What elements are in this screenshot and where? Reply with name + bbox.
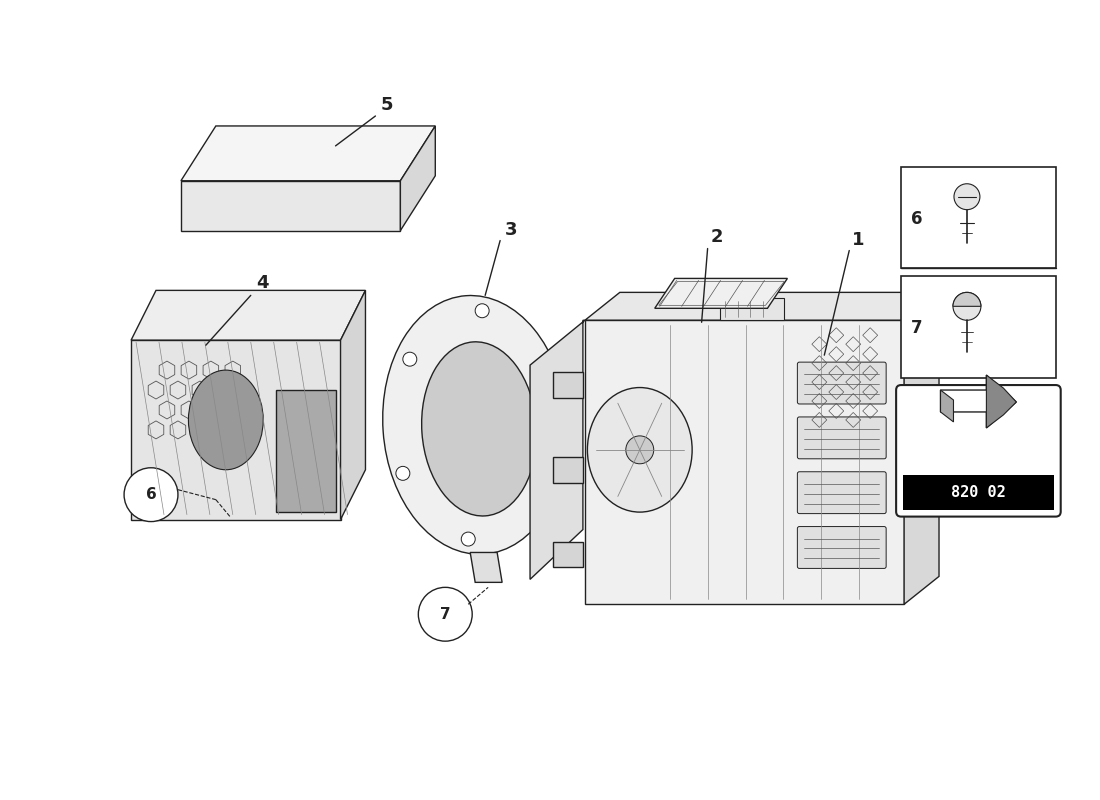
Circle shape (953, 292, 981, 320)
Text: 820 02: 820 02 (952, 485, 1005, 500)
Polygon shape (903, 474, 1054, 510)
Ellipse shape (421, 342, 537, 516)
Polygon shape (180, 181, 400, 230)
Polygon shape (654, 278, 788, 308)
Circle shape (396, 466, 410, 480)
Text: 3: 3 (505, 221, 518, 238)
FancyBboxPatch shape (798, 472, 887, 514)
Polygon shape (553, 457, 583, 482)
Circle shape (626, 436, 653, 464)
Polygon shape (904, 292, 939, 604)
Bar (719, 298, 784, 320)
Polygon shape (940, 375, 1016, 428)
Circle shape (534, 484, 548, 498)
FancyBboxPatch shape (798, 526, 887, 569)
Polygon shape (585, 292, 939, 320)
Text: 1: 1 (852, 230, 865, 249)
Circle shape (403, 352, 417, 366)
Text: 4: 4 (255, 274, 268, 292)
Wedge shape (953, 292, 981, 306)
Circle shape (475, 304, 490, 318)
FancyBboxPatch shape (798, 417, 887, 458)
Ellipse shape (587, 387, 692, 512)
Ellipse shape (383, 295, 568, 554)
Polygon shape (131, 340, 341, 519)
Polygon shape (341, 290, 365, 519)
Circle shape (461, 532, 475, 546)
Ellipse shape (188, 370, 263, 470)
Text: 6: 6 (911, 210, 923, 228)
Text: 7: 7 (440, 606, 451, 622)
Polygon shape (553, 542, 583, 567)
Polygon shape (530, 320, 585, 579)
FancyBboxPatch shape (798, 362, 887, 404)
Polygon shape (131, 290, 365, 340)
Polygon shape (987, 375, 1016, 428)
Text: 2: 2 (711, 227, 723, 246)
Text: 5: 5 (381, 96, 393, 114)
Circle shape (124, 468, 178, 522)
Polygon shape (585, 320, 904, 604)
FancyBboxPatch shape (901, 277, 1056, 378)
Polygon shape (553, 372, 583, 398)
Circle shape (540, 370, 554, 383)
Polygon shape (470, 553, 502, 582)
FancyBboxPatch shape (896, 385, 1060, 517)
Text: 7: 7 (911, 319, 923, 338)
Polygon shape (180, 126, 436, 181)
Circle shape (418, 587, 472, 641)
FancyBboxPatch shape (901, 167, 1056, 269)
Polygon shape (276, 390, 336, 512)
Circle shape (954, 184, 980, 210)
Polygon shape (400, 126, 436, 230)
Text: 6: 6 (145, 487, 156, 502)
Polygon shape (940, 390, 954, 422)
